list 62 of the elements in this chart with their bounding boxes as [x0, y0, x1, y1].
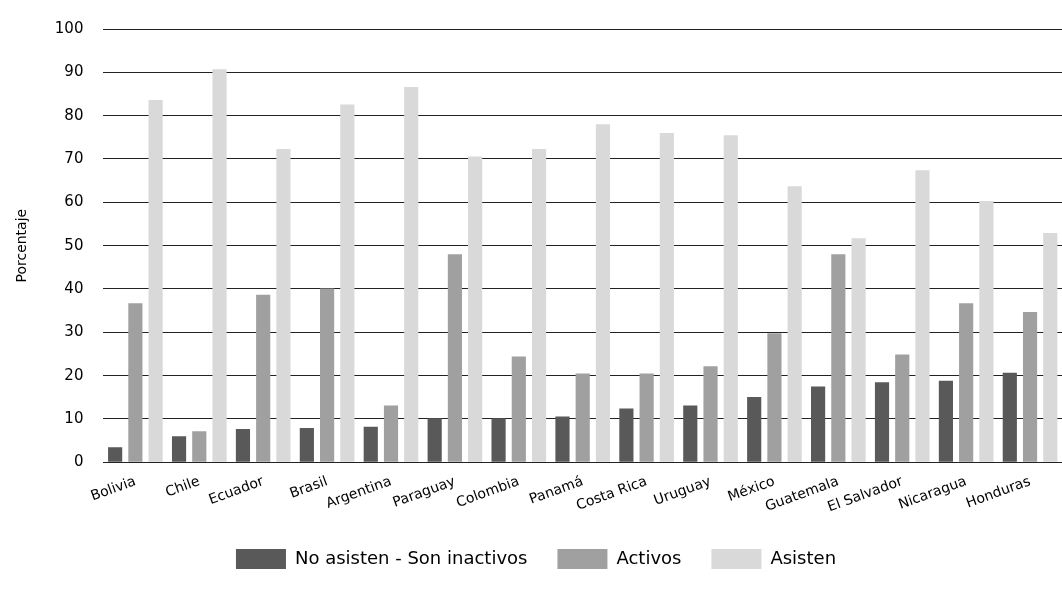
y-tick-label: 40	[64, 278, 84, 297]
bar	[468, 156, 483, 462]
bar	[447, 254, 462, 462]
y-tick-label: 30	[64, 322, 84, 341]
bar	[703, 366, 718, 462]
bar	[747, 396, 762, 462]
bar	[874, 382, 890, 462]
legend-label: No asisten - Son inactivos	[294, 546, 528, 568]
y-axis-title: Porcentaje	[13, 208, 30, 283]
x-tick-label: Chile	[163, 472, 202, 500]
bar	[979, 201, 994, 462]
bar	[1043, 233, 1058, 462]
bar	[723, 135, 738, 462]
y-tick-label: 20	[64, 365, 84, 384]
bar	[340, 104, 355, 462]
y-tick-label: 100	[54, 18, 84, 37]
bar	[959, 303, 974, 462]
bar	[299, 428, 314, 462]
bar	[595, 124, 611, 462]
y-tick-label: 0	[73, 452, 84, 471]
y-tick-label: 80	[64, 105, 84, 124]
bar	[639, 373, 654, 462]
bar	[895, 354, 910, 462]
bar	[256, 294, 271, 462]
bar	[192, 431, 207, 462]
x-tick-label: Bolivia	[88, 472, 138, 504]
bar	[1022, 311, 1038, 462]
bar	[915, 170, 930, 462]
y-tick-label: 50	[64, 235, 84, 254]
y-tick-label: 70	[64, 148, 84, 167]
bar	[831, 254, 846, 462]
bar	[575, 373, 590, 462]
bar	[938, 380, 953, 462]
bar	[171, 436, 187, 462]
bar	[531, 149, 547, 462]
bar	[1002, 372, 1017, 462]
y-tick-label: 60	[64, 192, 84, 211]
bar	[811, 386, 826, 462]
y-tick-label: 90	[64, 62, 84, 81]
legend-label: Asisten	[770, 546, 837, 568]
bar	[787, 186, 802, 462]
bar	[320, 288, 335, 462]
bar	[148, 100, 163, 462]
legend-label: Activos	[616, 546, 682, 568]
bar	[619, 408, 634, 462]
bar	[276, 149, 291, 462]
bar	[683, 405, 698, 462]
bar	[511, 356, 526, 462]
bar	[235, 428, 251, 462]
bar	[212, 69, 227, 462]
bar	[363, 426, 378, 462]
bar	[659, 133, 674, 462]
bar	[404, 87, 419, 462]
bar	[851, 238, 866, 462]
bar	[128, 303, 143, 462]
bar	[108, 447, 123, 462]
bar	[383, 405, 399, 462]
bar	[767, 333, 782, 462]
bar	[427, 418, 442, 462]
bar	[555, 416, 570, 462]
y-tick-label: 10	[64, 408, 84, 427]
bar	[491, 418, 506, 462]
